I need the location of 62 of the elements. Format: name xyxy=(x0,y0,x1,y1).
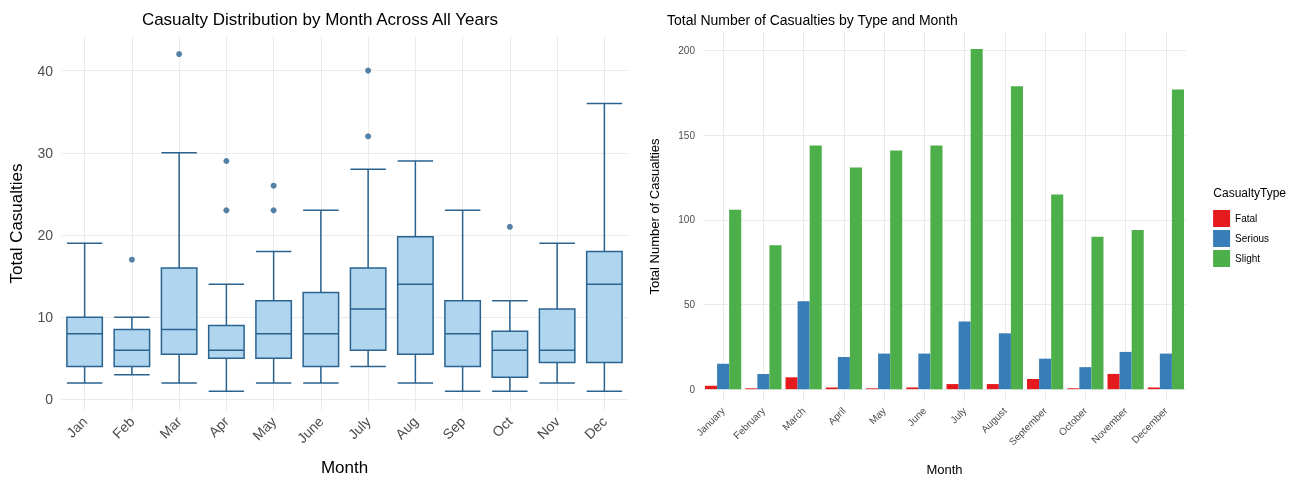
bar xyxy=(890,150,903,390)
bar xyxy=(930,145,943,390)
bar xyxy=(1010,86,1023,390)
x-tick-label: June xyxy=(905,404,929,429)
x-tick-label: Aug xyxy=(392,413,422,443)
bar xyxy=(809,145,822,390)
bar xyxy=(958,321,971,390)
x-axis-title: Month xyxy=(926,462,963,477)
x-tick-label: Feb xyxy=(109,413,138,442)
x-tick-label: Oct xyxy=(488,413,516,441)
bar xyxy=(1027,379,1040,390)
bar xyxy=(1091,236,1104,390)
x-tick-label: July xyxy=(344,413,374,443)
bar xyxy=(837,356,850,390)
y-tick-label: 200 xyxy=(678,45,696,57)
y-tick-label: 30 xyxy=(37,144,54,161)
bar xyxy=(1107,373,1120,390)
bar xyxy=(849,167,862,390)
bar xyxy=(1039,358,1052,390)
y-tick-label: 100 xyxy=(678,214,696,226)
bar xyxy=(1131,230,1144,390)
x-tick-label: May xyxy=(866,405,889,427)
bar xyxy=(986,384,999,390)
bar xyxy=(1051,194,1064,390)
legend-label: Fatal xyxy=(1235,213,1258,224)
x-tick-label: Sep xyxy=(439,413,469,443)
x-axis-title: Month xyxy=(320,458,369,477)
bar xyxy=(717,363,730,390)
y-tick-label: 10 xyxy=(37,309,54,326)
bar xyxy=(1079,367,1092,390)
legend-title: CasualtyType xyxy=(1213,186,1287,200)
bar xyxy=(757,373,770,390)
bar xyxy=(878,353,891,390)
y-tick-label: 0 xyxy=(45,391,54,408)
bar xyxy=(1171,89,1184,390)
bar xyxy=(998,333,1011,390)
bar xyxy=(785,377,798,390)
chart-title: Casualty Distribution by Month Across All Years xyxy=(141,10,499,29)
y-tick-label: 150 xyxy=(678,129,696,141)
y-axis-title: Total Casualties xyxy=(7,163,26,284)
x-tick-label: Dec xyxy=(581,413,611,443)
x-tick-label: Mar xyxy=(156,413,186,442)
y-tick-label: 20 xyxy=(37,227,54,244)
bar xyxy=(918,353,931,390)
bar xyxy=(797,301,810,390)
bar xyxy=(946,384,959,390)
x-tick-label: Nov xyxy=(533,413,563,443)
bar xyxy=(1159,353,1172,390)
x-tick-label: July xyxy=(948,405,969,426)
y-axis-title: Total Number of Casualties xyxy=(647,137,662,295)
x-tick-label: Apr xyxy=(205,413,233,441)
legend-label: Slight xyxy=(1235,253,1261,264)
bar xyxy=(970,48,983,390)
chart-title: Total Number of Casualties by Type and Month xyxy=(667,12,958,28)
bar xyxy=(769,245,782,390)
bar xyxy=(1119,351,1132,390)
y-tick-label: 0 xyxy=(689,383,696,395)
bar xyxy=(729,209,742,390)
y-tick-label: 50 xyxy=(683,299,696,311)
legend-label: Serious xyxy=(1235,233,1269,244)
x-tick-label: Jan xyxy=(63,413,91,441)
y-tick-label: 40 xyxy=(37,62,54,79)
